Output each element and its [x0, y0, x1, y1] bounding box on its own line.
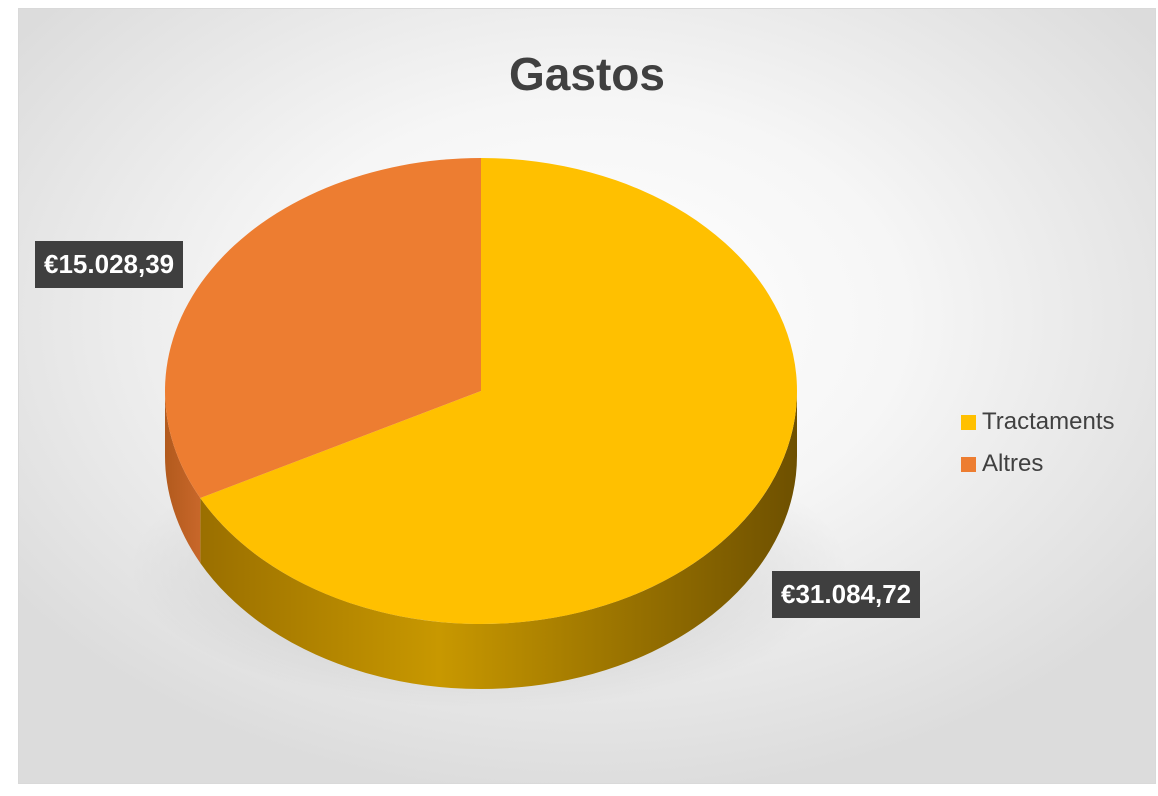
data-label-tractaments: €31.084,72: [772, 571, 921, 618]
pie-tops: [164, 158, 797, 624]
legend-label-tractaments: Tractaments: [982, 408, 1115, 435]
pie-sides: [165, 391, 798, 690]
pie-slice-tractaments: [200, 158, 797, 624]
chart-title: Gastos: [509, 48, 665, 100]
legend-swatch-tractaments: [961, 414, 976, 430]
legend-label-altres: Altres: [982, 450, 1044, 477]
pie-chart: [129, 158, 849, 709]
data-label-altres: €15.028,39: [35, 241, 184, 288]
legend-item-altres: Altres: [961, 450, 1114, 477]
legend-item-tractaments: Tractaments: [961, 408, 1115, 435]
pie-slice-altres: [164, 158, 481, 498]
pie-side-altres: [165, 391, 201, 563]
legend: Tractaments Altres: [961, 408, 1115, 493]
chart-area: Gastos €15.028,39 €31.084,72 Tractam: [18, 8, 1156, 784]
pie-side-tractaments: [200, 391, 798, 690]
legend-swatch-altres: [961, 456, 976, 472]
